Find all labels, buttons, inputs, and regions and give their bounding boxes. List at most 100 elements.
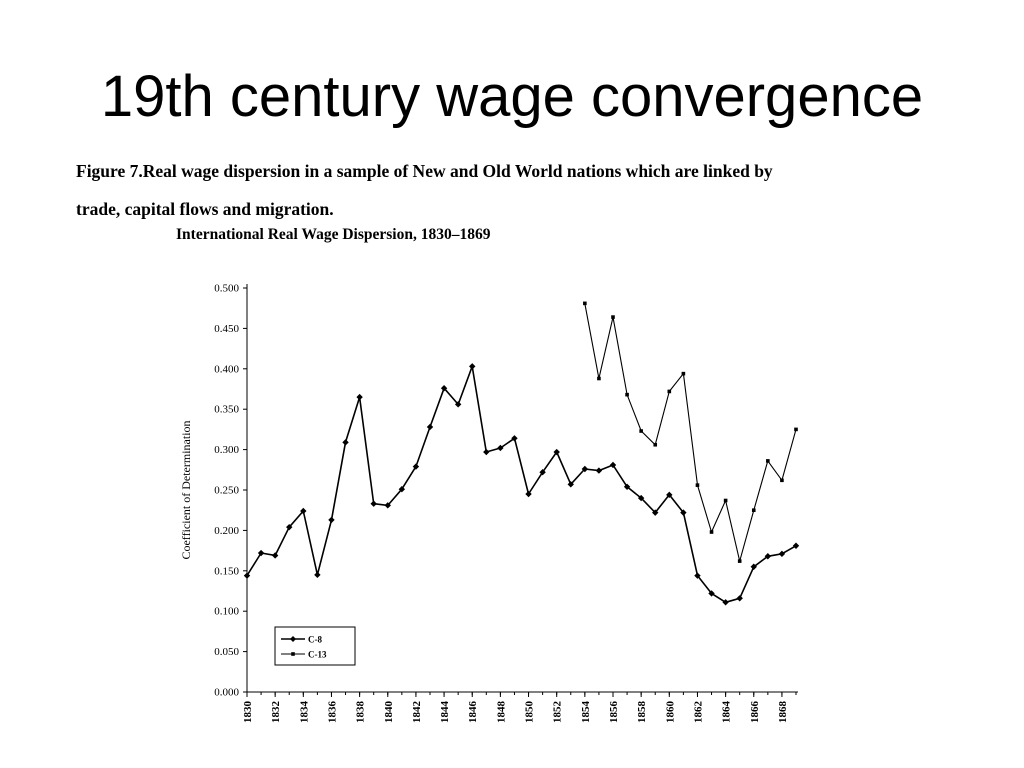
y-tick-label: 0.300 [214,444,239,456]
data-point [709,530,714,534]
data-point [553,448,560,456]
slide-title: 19th century wage convergence [100,64,924,129]
data-point [257,549,265,557]
y-tick-label: 0.100 [214,606,239,618]
x-tick-label: 1858 [636,701,648,724]
y-tick-label: 0.500 [214,283,239,295]
x-tick-label: 1840 [383,701,395,724]
data-point [286,523,293,531]
caption-line-1: Figure 7.Real wage dispersion in a sampl… [76,161,773,181]
x-tick-label: 1836 [326,701,338,724]
y-tick-label: 0.400 [214,363,239,375]
data-point [708,590,715,597]
x-tick-label: 1850 [524,701,536,724]
data-point [511,435,518,442]
legend-marker [290,636,296,642]
chart-axes: 0.000 0.050 0.100 0.150 0.200 0.250 0.300 0.350… [179,283,798,724]
data-point [794,427,798,432]
x-tick-label: 1846 [467,701,479,724]
y-tick-label: 0.050 [214,646,239,658]
legend-box [274,626,356,666]
data-point [483,448,490,456]
data-point [469,363,476,370]
data-point [750,563,757,570]
y-tick-label: 0.250 [214,485,239,497]
x-tick-label: 1868 [777,701,789,724]
y-tick-label: 0.450 [214,323,239,335]
x-tick-label: 1852 [552,701,564,724]
data-point [695,483,700,487]
x-tick-label: 1864 [721,701,733,724]
data-point [342,439,349,446]
x-tick-label: 1848 [495,701,507,724]
data-point [764,553,772,560]
data-point [271,552,279,559]
data-point [623,483,631,490]
data-point [766,459,770,463]
x-tick-label: 1866 [749,701,761,724]
x-tick-label: 1834 [298,701,310,724]
data-point [597,376,601,381]
data-point [412,463,420,470]
y-tick-label: 0.000 [214,687,239,699]
data-point [680,509,687,516]
chart-legend: C-8 C-13 [274,626,356,666]
x-tick-label: 1854 [580,701,592,724]
x-tick-label: 1832 [270,701,282,724]
series-line [584,303,797,562]
x-tick-label: 1856 [608,701,620,724]
data-point [681,371,686,376]
data-point [637,494,645,502]
data-point [653,442,658,447]
data-point [314,571,321,579]
chart-title: International Real Wage Dispersion, 1830… [176,226,491,243]
data-point [440,384,448,392]
x-tick-label: 1830 [242,701,254,724]
data-point [583,301,587,306]
data-point [666,491,673,499]
data-point [722,599,729,606]
x-tick-label: 1844 [439,701,451,724]
data-point [609,461,617,469]
data-point [639,429,643,433]
chart-series [243,301,800,606]
y-tick-label: 0.350 [214,404,239,416]
series-c-8 [243,363,800,606]
data-point [567,481,574,488]
series-line [246,365,797,604]
data-point [328,516,335,524]
data-point [497,444,504,452]
data-point [525,490,532,498]
caption-line-2: trade, capital flows and migration. [76,199,334,219]
data-point [595,467,603,474]
data-point [398,485,406,493]
data-point [780,478,784,483]
legend-label: C-8 [308,635,322,645]
data-point [694,572,701,579]
data-point [736,595,743,602]
data-point [667,389,672,394]
data-point [581,465,589,473]
y-axis-label: Coefficient of Determination [179,420,193,559]
data-point [792,542,800,549]
legend-marker [291,652,295,656]
x-tick-label: 1860 [664,701,676,724]
data-point [652,509,659,516]
data-point [454,401,462,408]
y-tick-label: 0.200 [214,525,239,537]
data-point [778,550,786,558]
data-point [625,392,629,397]
x-tick-label: 1862 [692,701,704,724]
data-point [356,393,363,401]
data-point [737,559,742,563]
data-point [723,498,728,503]
y-tick-label: 0.150 [214,565,239,577]
data-point [370,500,377,507]
data-point [300,507,307,515]
legend-label: C-13 [308,650,327,660]
data-point [243,572,251,579]
x-tick-label: 1842 [411,701,423,724]
data-point [751,508,756,512]
data-point [426,423,434,431]
